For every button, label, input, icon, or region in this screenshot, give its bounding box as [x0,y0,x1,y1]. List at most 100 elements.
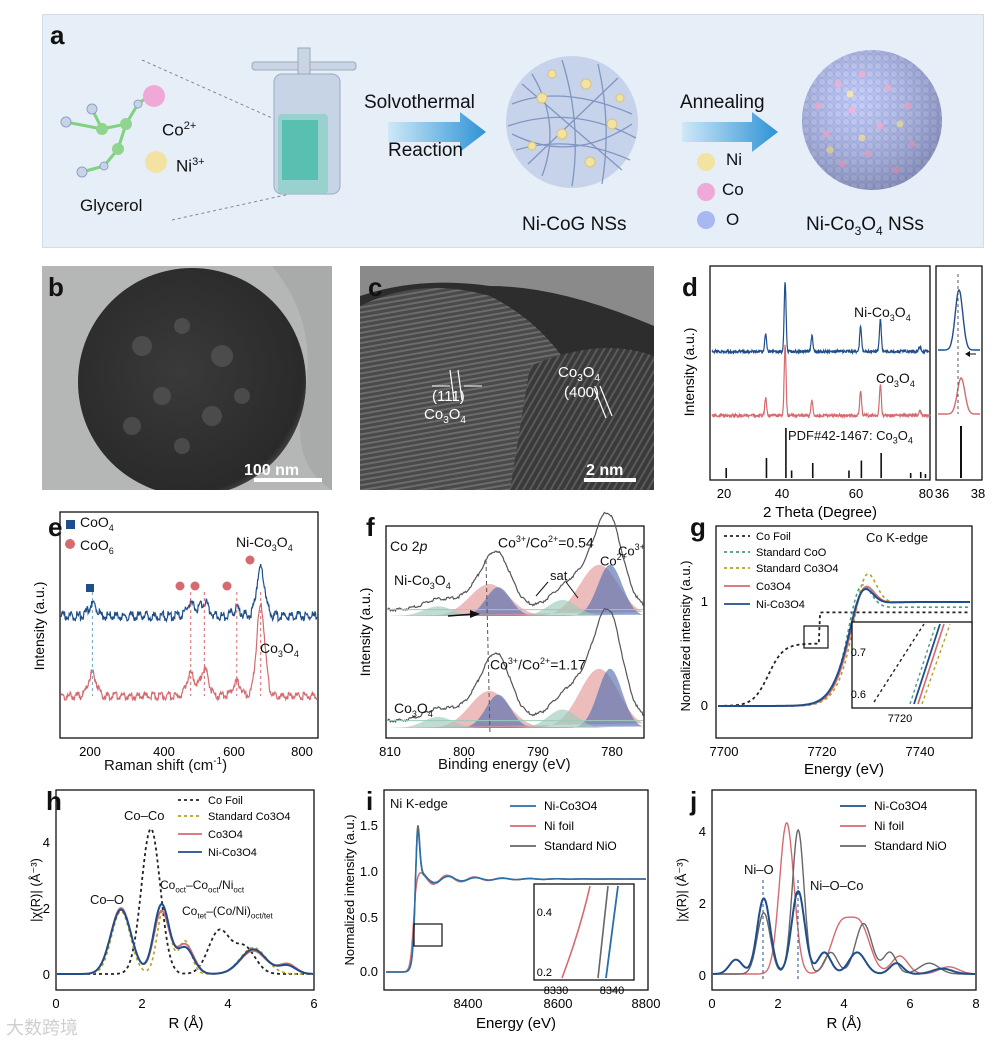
standard-co3o4-line [57,906,313,975]
inset-xtick-38: 38 [971,486,985,501]
panel-label-i: i [366,786,374,816]
panel-h-ann-tet: Cotet–(Co/Ni)oct/tet [182,904,273,921]
watermark-text: 大数跨境 [6,1018,78,1038]
xrd-co3o4-line [711,344,931,420]
inset-ytick-06: 0.6 [851,689,866,701]
ni-cog-label: Ni-CoG NSs [522,214,627,235]
panel-f-series2-label: Co3O4 [394,700,433,719]
panel-h-ann-oct: Cooct–Cooct/Nioct [160,878,245,895]
inset-ytick-04: 0.4 [537,907,552,919]
inset-ytick-07: 0.7 [851,647,866,659]
ni-co3o4-line [57,903,313,975]
panel-c-material-2: Co3O4 [558,364,600,384]
panel-label-h: h [46,786,62,816]
ni-foil-line [713,822,975,975]
ytick-1: 1 [701,594,708,609]
xrd-ref-stick [860,460,863,478]
xtick-20: 20 [717,486,731,501]
xtick-200: 200 [79,744,101,759]
xps-ni-co3o4-fit [387,511,644,616]
panel-i-zoom-box [413,923,443,947]
xrd-inset-ni-line [938,288,980,351]
xrd-inset-co-line [938,377,980,415]
xtick-8: 8 [972,996,979,1011]
xtick-2: 2 [138,996,145,1011]
autoclave-icon [251,47,357,195]
inset-xtick-8340: 8340 [600,985,624,997]
co-ion-label: Co2+ [162,120,197,140]
panel-g-ylabel: Normalized intensity (a.u.) [678,561,693,712]
panel-j-ann-ni-o-co: Ni–O–Co [810,878,864,893]
ni-ion-ball [145,151,167,173]
xrd-ref-stick [725,468,728,478]
panel-d-series2-label: Co3O4 [876,370,915,389]
raman-coo6-marker-4 [245,555,255,565]
ni-co3o4-line [713,890,975,975]
xtick-6: 6 [310,996,317,1011]
xps-component [387,587,643,616]
xtick-810: 810 [379,744,401,759]
xtick-40: 40 [775,486,789,501]
raman-coo4-marker [86,584,94,592]
legend-ni-ball [697,153,715,171]
panel-label-e: e [48,512,63,542]
ni-co3o4-line [718,587,970,707]
panel-j-ylabel: |χ(R)| (Å⁻³) [674,858,689,922]
legend-o-ball [697,211,715,229]
ytick-0: 0 [699,968,706,983]
panel-label-b: b [48,272,64,302]
xtick-780: 780 [601,744,623,759]
xrd-reference-sticks [725,428,927,478]
inset-xtick-7720: 7720 [888,713,912,725]
xrd-ni-co3o4-line [711,282,931,356]
ni-ion-label: Ni3+ [176,156,205,176]
xtick-7740: 7740 [906,744,935,759]
inset-ni-co3o4 [913,623,941,705]
xtick-800: 800 [453,744,475,759]
xtick-7720: 7720 [808,744,837,759]
xrd-ref-stick [848,470,850,478]
panel-f-ylabel: Intensity (a.u.) [357,588,373,677]
panel-a-schematic [60,47,942,229]
inset-ytick-02: 0.2 [537,967,552,979]
panel-j-ann-ni-o: Ni–O [744,862,774,877]
xrd-ref-stick [924,474,927,478]
panel-g-xlabel: Energy (eV) [804,761,884,778]
xtick-8400: 8400 [454,996,483,1011]
annealing-label: Annealing [680,92,765,113]
glycerol-label: Glycerol [80,196,143,215]
panel-c-material-1: Co3O4 [424,406,466,426]
panel-j-xlabel: R (Å) [827,1015,862,1032]
panel-h-legend: Co Foil Standard Co3O4 Co3O4 Ni-Co3O4 [178,795,291,859]
xps-guide-line [485,559,491,735]
panel-i-xlabel: Energy (eV) [476,1015,556,1032]
ytick-2: 2 [699,896,706,911]
xtick-600: 600 [223,744,245,759]
xtick-6: 6 [906,996,913,1011]
inset-coo [909,623,937,705]
legend-coo6-marker [65,539,75,549]
xtick-800: 800 [291,744,313,759]
xps-component [387,694,643,728]
co-foil-line [57,827,313,975]
panel-j-exafs-chart: |χ(R)| (Å⁻³) 0 2 4 6 8 0 2 4 R (Å) [674,789,980,1032]
product-label: Ni-Co3O4 NSs [806,214,924,238]
panel-f-sat-label: sat [550,568,568,583]
panel-i-ylabel: Normalized intensity (a.u.) [342,815,357,966]
inset-nio [597,885,609,979]
raman-guide-lines [91,592,262,696]
panel-f-series1-label: Ni-Co3O4 [394,572,451,591]
xrd-ref-stick [790,470,793,478]
panel-f-ratio-bottom: Co3+/Co2+=1.17 [490,656,586,673]
legend-ni-foil: Ni foil [874,819,904,833]
ytick-2: 2 [43,901,50,916]
inset-ni-foil [561,885,591,979]
panel-c-hrtem-image [360,266,654,490]
arrow-annealing [682,112,778,152]
xps-component [387,600,643,616]
xrd-ref-stick [880,453,882,478]
ytick-10: 1.0 [360,864,378,879]
inset-xtick-8330: 8330 [544,985,568,997]
xtick-60: 60 [849,486,863,501]
raman-coo6-marker-3 [222,581,232,591]
